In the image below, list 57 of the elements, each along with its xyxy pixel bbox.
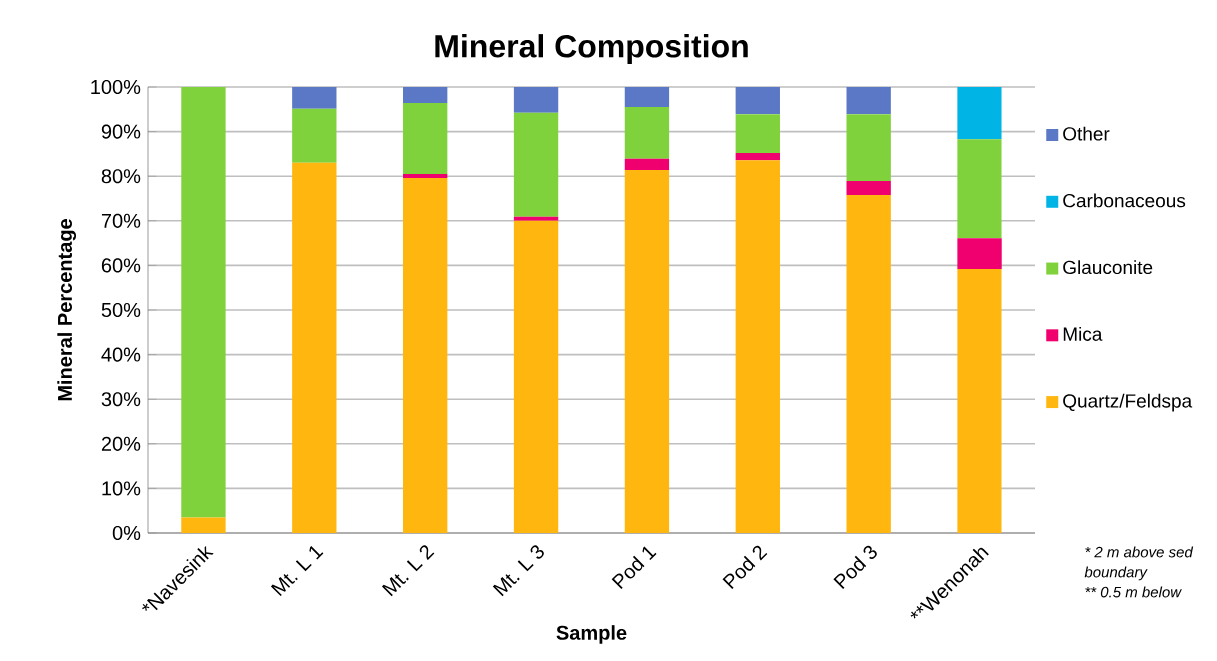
bar [735,114,780,154]
y-tick-label: 60% [101,258,141,273]
bar [403,177,448,533]
legend-label: Mica [1063,326,1103,341]
x-tick-label: Pod 3 [833,545,877,590]
bar [624,107,670,159]
bar [513,87,559,113]
x-tick-label: Mt. L 3 [492,545,544,597]
x-tick-label: Mt. L 2 [381,545,435,597]
x-tick-label: Pod 1 [611,546,657,590]
bar [957,238,1002,269]
bar [957,139,1002,239]
bar [513,216,559,221]
x-axis-title: Sample [556,625,627,644]
bar [846,181,891,195]
bar [957,268,1002,533]
bar [735,160,780,533]
bar [624,169,670,533]
bar [735,153,780,161]
bar [181,87,226,518]
y-tick-label: 70% [101,213,141,228]
bar [624,158,670,170]
bar [624,87,670,108]
bar [846,114,891,182]
legend-label: Carbonaceous [1063,193,1186,208]
text: boundary [1084,566,1148,581]
bar [735,87,780,115]
bar [513,220,559,533]
x-tick-label: Mt. L 1 [270,546,324,597]
bar [513,112,559,217]
bar [403,173,448,178]
chart-title: Mineral Composition [435,34,748,64]
y-tick-label: 10% [102,481,141,496]
legend-label: Glauconite [1063,260,1153,275]
y-axis-title: Mineral Percentage [57,219,77,401]
bar [181,517,226,533]
text: ** 0.5 m below [1085,586,1182,598]
y-tick-label: 80% [101,169,141,184]
text: * 2 m above sed [1085,546,1194,558]
legend-label: Quartz/Feldspa [1063,393,1193,412]
y-tick-label: 0% [112,525,141,541]
y-tick-label: 30% [101,392,141,407]
legend-label: Other [1063,126,1110,141]
y-tick-label: 40% [101,347,141,362]
y-tick-label: 20% [101,436,141,451]
bar [292,108,337,163]
bar [403,103,448,174]
y-tick-label: 50% [101,302,141,318]
y-tick-label: 100% [91,79,141,95]
y-tick-label: 90% [101,124,141,139]
bar [292,162,337,533]
x-tick-label: Pod 2 [722,545,768,590]
bar [403,87,448,104]
bar [292,87,337,109]
bar [846,87,891,115]
bar [957,87,1002,140]
bar [846,194,891,533]
